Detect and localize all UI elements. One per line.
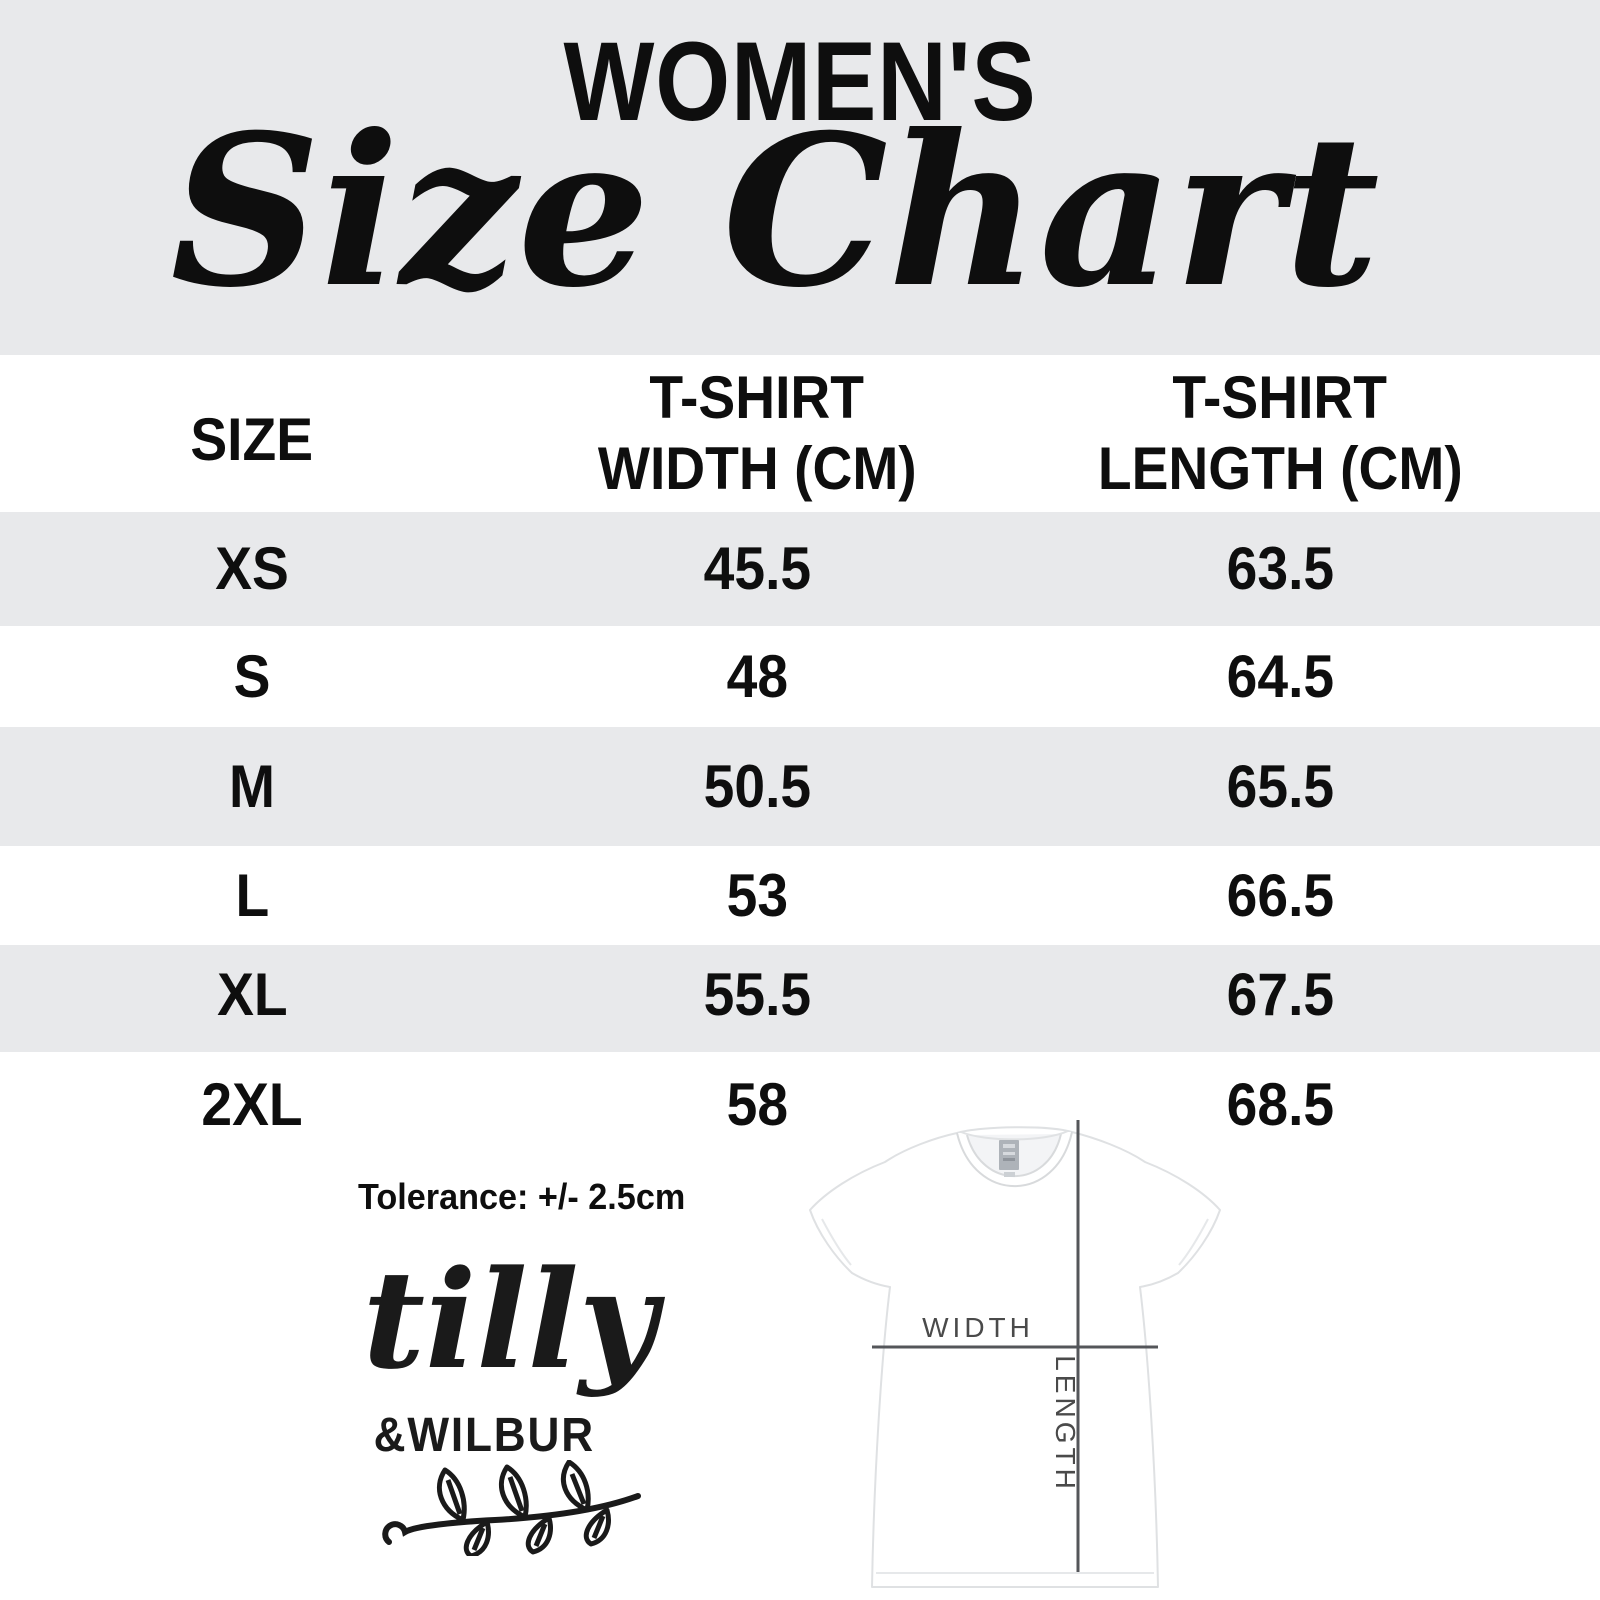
width-value: 58 <box>726 1071 788 1138</box>
tshirt-photo: WIDTH LENGTH <box>734 1052 1305 1600</box>
tshirt-diagram: WIDTH LENGTH <box>809 1120 1221 1588</box>
size-value: S <box>233 643 271 710</box>
kicker-text: WOMEN'S <box>563 19 1037 144</box>
column-header-size: SIZE <box>190 406 314 473</box>
length-value: 67.5 <box>1226 961 1334 1028</box>
width-value: 48 <box>726 643 788 710</box>
laurel-leaves <box>436 1460 611 1556</box>
tolerance-note: Tolerance: +/- 2.5cm <box>358 1176 686 1217</box>
table-row: S 48 64.5 <box>0 626 1600 727</box>
brand-logo-script: tilly <box>362 1240 658 1399</box>
size-value: L <box>235 862 269 929</box>
width-value: 45.5 <box>703 535 811 602</box>
width-value: 55.5 <box>703 961 811 1028</box>
column-header-length: T-SHIRT LENGTH (CM) <box>1097 364 1463 502</box>
width-value: 50.5 <box>703 753 811 820</box>
brand-logo-caps: &WILBUR <box>373 1409 595 1462</box>
length-value: 64.5 <box>1226 643 1334 710</box>
size-value: XS <box>215 535 289 602</box>
page-title: Size Chart <box>170 90 1380 334</box>
length-value: 68.5 <box>1226 1071 1334 1138</box>
laurel-branch-icon <box>382 1460 641 1556</box>
hero-banner: WOMEN'S Size Chart <box>0 0 1600 355</box>
tshirt-outline <box>809 1126 1221 1588</box>
size-value: 2XL <box>201 1071 303 1138</box>
size-value: XL <box>216 961 288 1028</box>
length-label: LENGTH <box>1050 1355 1081 1493</box>
table-row: XL 55.5 67.5 <box>0 945 1600 1052</box>
table-row: XS 45.5 63.5 <box>0 512 1600 626</box>
length-value: 66.5 <box>1226 862 1334 929</box>
table-row: 2XL 58 68.5 <box>0 1052 1600 1157</box>
neck-tag <box>999 1140 1019 1177</box>
length-value: 65.5 <box>1226 753 1334 820</box>
column-header-width: T-SHIRT WIDTH (CM) <box>597 364 917 502</box>
kicker-heading: WOMEN'S <box>0 26 1600 138</box>
table-row: L 53 66.5 <box>0 846 1600 945</box>
length-value: 63.5 <box>1226 535 1334 602</box>
table-row: M 50.5 65.5 <box>0 727 1600 846</box>
width-label: WIDTH <box>922 1312 1034 1343</box>
size-value: M <box>228 753 275 820</box>
width-value: 53 <box>726 862 788 929</box>
